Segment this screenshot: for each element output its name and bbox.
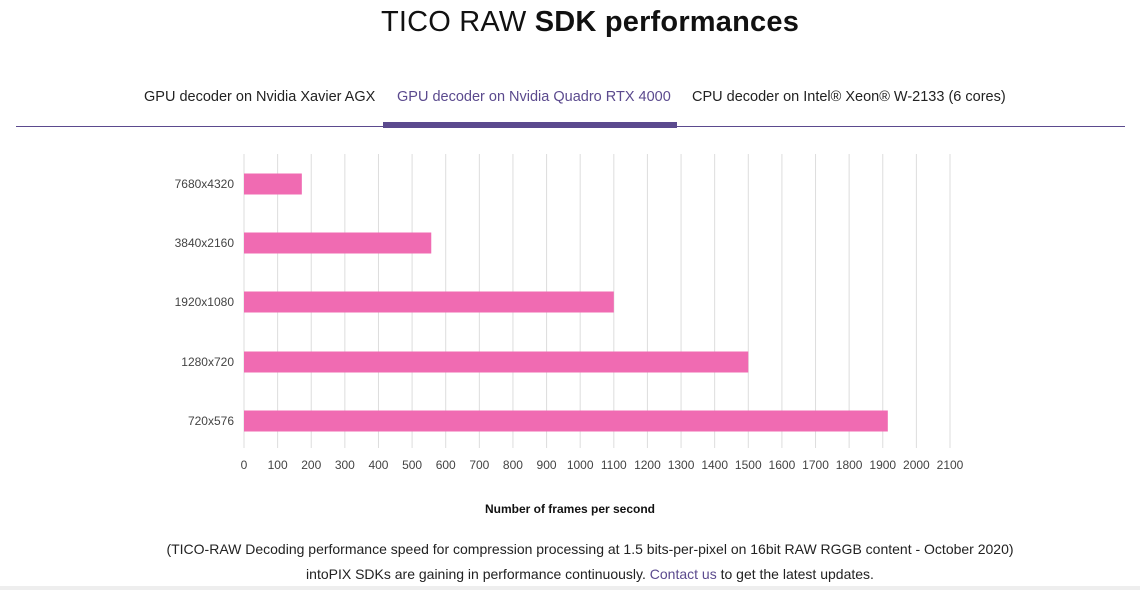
page-title: TICO RAW SDK performances — [0, 6, 1140, 39]
x-tick-label: 200 — [301, 458, 321, 472]
bars — [244, 173, 888, 432]
category-label: 1280x720 — [181, 355, 234, 369]
x-axis-label: Number of frames per second — [485, 502, 655, 516]
x-tick-label: 1700 — [802, 458, 829, 472]
x-tick-label: 0 — [241, 458, 248, 472]
bar-1920x1080[interactable] — [244, 291, 614, 313]
bar-1280x720[interactable] — [244, 351, 749, 373]
x-tick-label: 900 — [537, 458, 557, 472]
x-tick-label: 1000 — [567, 458, 594, 472]
category-label: 1920x1080 — [175, 295, 235, 309]
category-label: 7680x4320 — [175, 177, 235, 191]
x-tick-label: 800 — [503, 458, 523, 472]
x-tick-labels: 0 100 200 300 400 500 600 700 800 900 1000 1100 1200… — [241, 458, 964, 472]
x-tick-label: 1600 — [769, 458, 796, 472]
bar-3840x2160[interactable] — [244, 232, 432, 254]
x-tick-label: 2000 — [903, 458, 930, 472]
tab-xeon-cpu[interactable]: CPU decoder on Intel® Xeon® W-2133 (6 co… — [692, 89, 1006, 105]
x-tick-label: 2100 — [937, 458, 964, 472]
page-title-regular: TICO RAW — [380, 6, 527, 38]
bottom-strip — [0, 586, 1140, 590]
x-tick-label: 1100 — [601, 458, 627, 472]
x-tick-label: 1400 — [701, 458, 728, 472]
footnote-text-before: intoPIX SDKs are gaining in performance … — [306, 566, 646, 582]
tab-active-indicator — [383, 122, 677, 128]
x-tick-label: 100 — [268, 458, 288, 472]
category-labels: 7680x4320 3840x2160 1920x1080 1280x720 720x5… — [175, 177, 235, 428]
bar-chart: 7680x4320 3840x2160 1920x1080 1280x720 720x5… — [175, 154, 964, 516]
category-label: 3840x2160 — [175, 236, 235, 250]
tab-xavier-agx[interactable]: GPU decoder on Nvidia Xavier AGX — [144, 89, 376, 105]
footnote-line-1: (TICO-RAW Decoding performance speed for… — [166, 541, 1014, 557]
x-tick-label: 300 — [335, 458, 355, 472]
bar-7680x4320[interactable] — [244, 173, 302, 195]
x-tick-label: 1900 — [869, 458, 896, 472]
x-tick-label: 400 — [368, 458, 388, 472]
page-title-bold: SDK performances — [534, 6, 800, 38]
tab-quadro-rtx-4000[interactable]: GPU decoder on Nvidia Quadro RTX 4000 — [397, 89, 671, 105]
x-tick-label: 1800 — [836, 458, 863, 472]
bar-720x576[interactable] — [244, 410, 888, 432]
footnote-text-after: to get the latest updates. — [720, 566, 874, 582]
x-tick-label: 500 — [402, 458, 422, 472]
footnote-line-2: intoPIX SDKs are gaining in performance … — [0, 566, 1140, 582]
x-tick-label: 700 — [469, 458, 489, 472]
x-tick-label: 1500 — [735, 458, 762, 472]
x-tick-label: 1300 — [668, 458, 695, 472]
tab-bar: GPU decoder on Nvidia Xavier AGX GPU dec… — [0, 0, 1140, 130]
x-tick-label: 1200 — [634, 458, 661, 472]
contact-us-link[interactable]: Contact us — [649, 566, 717, 582]
category-label: 720x576 — [188, 414, 234, 428]
x-tick-label: 600 — [436, 458, 456, 472]
